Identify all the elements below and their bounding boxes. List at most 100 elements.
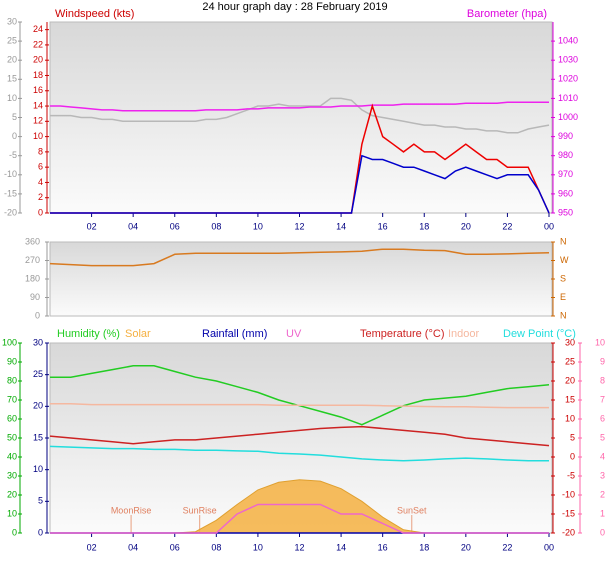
line — [49, 425, 550, 447]
y-tick-label: 10 — [565, 413, 575, 423]
y-tick-label: 30 — [33, 337, 43, 347]
y-tick-label: 15 — [565, 394, 575, 404]
x-tick-label: 02 — [87, 542, 97, 552]
y-tick-label: 15 — [33, 432, 43, 442]
y-tick-label: 0 — [12, 131, 17, 141]
y-tick-label: 950 — [558, 207, 573, 217]
legend-entry: Indoor — [448, 328, 480, 340]
x-tick-label: 00 — [544, 542, 554, 552]
x-tick-label: 00 — [544, 221, 554, 231]
y-tick-label: 16 — [33, 85, 43, 95]
y-tick-label: 60 — [7, 413, 17, 423]
x-tick-label: 04 — [128, 221, 138, 231]
y-tick-label: 990 — [558, 131, 573, 141]
y-tick-label: 30 — [7, 470, 17, 480]
y-tick-label: 90 — [7, 356, 17, 366]
y-tick-label: 1020 — [558, 74, 578, 84]
y-tick-label: 5 — [38, 496, 43, 506]
x-tick-label: 04 — [128, 542, 138, 552]
y-tick-label: -5 — [9, 150, 17, 160]
y-tick-label: W — [560, 255, 569, 265]
y-tick-label: 14 — [33, 100, 43, 110]
y-tick-label: 5 — [570, 432, 575, 442]
y-tick-label: 10 — [33, 131, 43, 141]
chart-title: 24 hour graph day : 28 February 2019 — [202, 1, 387, 13]
y-tick-label: 270 — [25, 255, 40, 265]
y-tick-label: 0 — [12, 527, 17, 537]
y-tick-label: 3 — [600, 470, 605, 480]
x-tick-label: 22 — [502, 542, 512, 552]
y-tick-label: 1 — [600, 508, 605, 518]
x-tick-label: 12 — [294, 221, 304, 231]
y-tick-label: 25 — [7, 35, 17, 45]
y-tick-label: 10 — [33, 464, 43, 474]
x-tick-label: 02 — [87, 221, 97, 231]
y-tick-label: 100 — [2, 337, 17, 347]
y-tick-label: 20 — [565, 375, 575, 385]
y-tick-label: 10 — [595, 337, 605, 347]
annotation: SunSet — [397, 505, 427, 515]
x-tick-label: 14 — [336, 542, 346, 552]
y-tick-label: 20 — [7, 55, 17, 65]
y-tick-label: -10 — [562, 489, 575, 499]
y-tick-label: 7 — [600, 394, 605, 404]
x-tick-label: 10 — [253, 542, 263, 552]
y-tick-label: 90 — [30, 292, 40, 302]
y-tick-label: 4 — [600, 451, 605, 461]
y-tick-label: 9 — [600, 356, 605, 366]
x-tick-label: 14 — [336, 221, 346, 231]
line — [49, 445, 549, 462]
x-tick-label: 08 — [211, 221, 221, 231]
x-tick-label: 06 — [170, 542, 180, 552]
y-tick-label: 22 — [33, 39, 43, 49]
line — [50, 97, 550, 134]
y-tick-label: N — [560, 310, 567, 320]
x-tick-label: 16 — [378, 542, 388, 552]
y-tick-label: 1040 — [558, 35, 578, 45]
y-tick-label: 980 — [558, 150, 573, 160]
y-tick-label: 25 — [565, 356, 575, 366]
y-tick-label: 8 — [38, 146, 43, 156]
y-tick-label: 2 — [600, 489, 605, 499]
y-tick-label: -20 — [4, 207, 17, 217]
x-tick-label: 20 — [461, 221, 471, 231]
y-tick-label: 0 — [35, 310, 40, 320]
y-tick-label: 0 — [38, 207, 43, 217]
plot-area — [49, 21, 553, 214]
y-tick-label: 970 — [558, 169, 573, 179]
y-tick-label: 0 — [570, 451, 575, 461]
y-tick-label: 80 — [7, 375, 17, 385]
annotation: SunRise — [183, 505, 217, 515]
x-tick-label: 10 — [253, 221, 263, 231]
y-tick-label: 6 — [38, 162, 43, 172]
line — [49, 248, 550, 267]
y-tick-label: E — [560, 292, 566, 302]
y-tick-label: 30 — [7, 16, 17, 26]
y-tick-label: 24 — [33, 24, 43, 34]
legend-entry: Temperature (°C) — [360, 328, 444, 340]
y-tick-label: 1010 — [558, 93, 578, 103]
y-tick-label: 20 — [7, 489, 17, 499]
y-tick-label: -15 — [562, 508, 575, 518]
y-tick-label: S — [560, 273, 566, 283]
y-tick-label: 180 — [25, 273, 40, 283]
y-tick-label: 2 — [38, 192, 43, 202]
y-tick-label: 18 — [33, 70, 43, 80]
y-tick-label: 50 — [7, 432, 17, 442]
y-tick-label: 30 — [565, 337, 575, 347]
y2-axis-label: Barometer (hpa) — [467, 8, 547, 20]
x-tick-label: 08 — [211, 542, 221, 552]
line — [50, 403, 549, 409]
legend-entry: Humidity (%) — [57, 328, 120, 340]
legend-entry: Rainfall (mm) — [202, 328, 267, 340]
legend-entry: Dew Point (°C) — [503, 328, 576, 340]
y-tick-label: 0 — [600, 527, 605, 537]
y-tick-label: 20 — [33, 55, 43, 65]
line — [50, 154, 550, 214]
y-tick-label: 10 — [7, 93, 17, 103]
plot-area — [49, 241, 553, 317]
y-tick-label: 960 — [558, 188, 573, 198]
y-tick-label: 5 — [600, 432, 605, 442]
